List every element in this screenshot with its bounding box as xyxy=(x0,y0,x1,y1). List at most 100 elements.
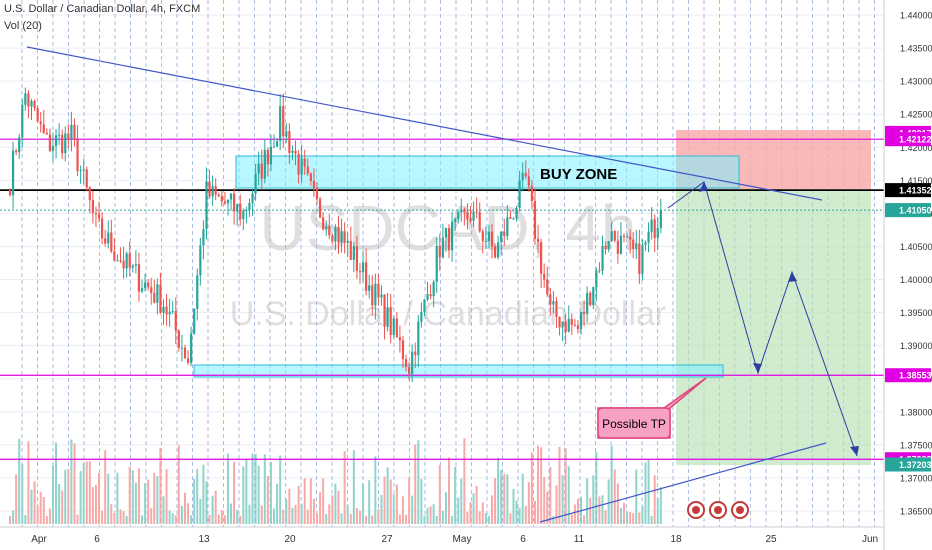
event-flag-icon[interactable] xyxy=(687,501,705,519)
volume-bar xyxy=(411,495,414,524)
volume-bar xyxy=(408,478,411,524)
volume-bar xyxy=(420,478,423,524)
candle-body xyxy=(220,196,223,202)
volume-bar xyxy=(312,498,315,524)
volume-bar xyxy=(282,509,285,524)
candle-body xyxy=(552,301,555,305)
candle-body xyxy=(82,169,85,171)
volume-bar xyxy=(288,488,291,524)
volume-bar xyxy=(39,491,42,524)
candle-body xyxy=(214,186,217,195)
candle-body xyxy=(601,245,604,271)
volume-bar xyxy=(257,465,260,524)
price-tick-label: 1.43000 xyxy=(900,77,932,87)
candle-body xyxy=(199,245,202,276)
volume-bar xyxy=(537,445,540,524)
candle-body xyxy=(411,351,414,375)
candle-body xyxy=(303,158,306,167)
candle-body xyxy=(549,294,552,305)
price-axis[interactable]: 1.44000 1.43500 1.43000 1.42500 1.42000 1.415… xyxy=(883,0,932,550)
candle-body xyxy=(604,245,607,250)
price-tick-label: 1.40000 xyxy=(900,275,932,285)
volume-bar xyxy=(509,513,512,524)
candle-body xyxy=(398,337,401,341)
candle-body xyxy=(564,321,567,332)
candle-body xyxy=(196,275,199,309)
candle-body xyxy=(334,227,337,242)
candle-body xyxy=(233,193,236,212)
candle-body xyxy=(205,181,208,230)
candle-body xyxy=(469,219,472,221)
volume-bar xyxy=(441,510,444,524)
volume-bar xyxy=(358,510,361,524)
volume-bar xyxy=(104,450,107,524)
volume-bar xyxy=(623,502,625,524)
candle-body xyxy=(73,124,76,140)
candle-body xyxy=(570,318,573,325)
candle-body xyxy=(156,284,159,303)
volume-bar xyxy=(512,488,515,524)
price-tick-label: 1.37000 xyxy=(900,473,932,483)
economic-events[interactable] xyxy=(687,501,749,519)
volume-bar xyxy=(389,479,392,524)
volume-bar xyxy=(392,494,395,524)
volume-bar xyxy=(230,503,233,524)
drawing-zones xyxy=(193,130,871,465)
candle-body xyxy=(503,231,506,237)
candle-body xyxy=(589,292,592,305)
volume-bar xyxy=(454,466,457,524)
candle-body xyxy=(223,201,226,204)
event-flag-icon[interactable] xyxy=(731,501,749,519)
volume-bar xyxy=(122,511,125,524)
candle-body xyxy=(242,210,245,220)
candle-body xyxy=(493,246,497,258)
candle-body xyxy=(282,106,285,137)
candle-body xyxy=(88,187,91,201)
candle-body xyxy=(460,209,463,212)
volume-bar xyxy=(205,481,208,524)
volume-bar xyxy=(638,512,641,524)
candle-body xyxy=(447,228,451,251)
volume-bar xyxy=(573,504,576,524)
volume-bar xyxy=(64,469,67,524)
possible-tp-label: Possible TP xyxy=(602,417,666,431)
candle-body xyxy=(543,273,546,280)
candle-body xyxy=(67,133,70,140)
candle-body xyxy=(478,211,481,232)
volume-bar xyxy=(632,513,635,524)
volume-bar xyxy=(263,454,266,524)
volume-bar xyxy=(484,513,487,524)
candle-body xyxy=(533,200,537,239)
volume-bar xyxy=(306,509,309,524)
volume-bar xyxy=(180,505,183,524)
event-flag-icon[interactable] xyxy=(709,501,727,519)
price-tick-label: 1.40500 xyxy=(900,242,932,252)
candle-body xyxy=(186,358,190,363)
candle-body xyxy=(426,294,429,300)
volume-bar xyxy=(589,497,592,524)
time-axis[interactable]: Apr 6 13 20 27 May 6 11 18 25 Jun xyxy=(0,526,932,550)
volume-bar xyxy=(76,514,79,524)
volume-bar xyxy=(88,461,91,524)
candle-body xyxy=(159,284,162,313)
candle-body xyxy=(48,134,52,151)
candle-body xyxy=(595,270,598,288)
volume-bar xyxy=(245,459,248,524)
volume-bar xyxy=(570,514,573,524)
candle-body xyxy=(51,146,55,151)
candle-body xyxy=(131,265,134,268)
candle-body xyxy=(555,301,558,317)
time-tick-label: 18 xyxy=(670,534,682,545)
candle-body xyxy=(101,218,104,239)
candle-body xyxy=(288,131,291,153)
volume-bar xyxy=(463,438,466,524)
candle-body xyxy=(257,163,260,174)
price-tick-label: 1.42500 xyxy=(900,110,932,120)
time-tick-label: 25 xyxy=(765,534,777,545)
candle-body xyxy=(294,150,297,154)
volume-bar xyxy=(147,479,150,524)
candle-body xyxy=(463,209,466,213)
candle-body xyxy=(598,270,601,272)
